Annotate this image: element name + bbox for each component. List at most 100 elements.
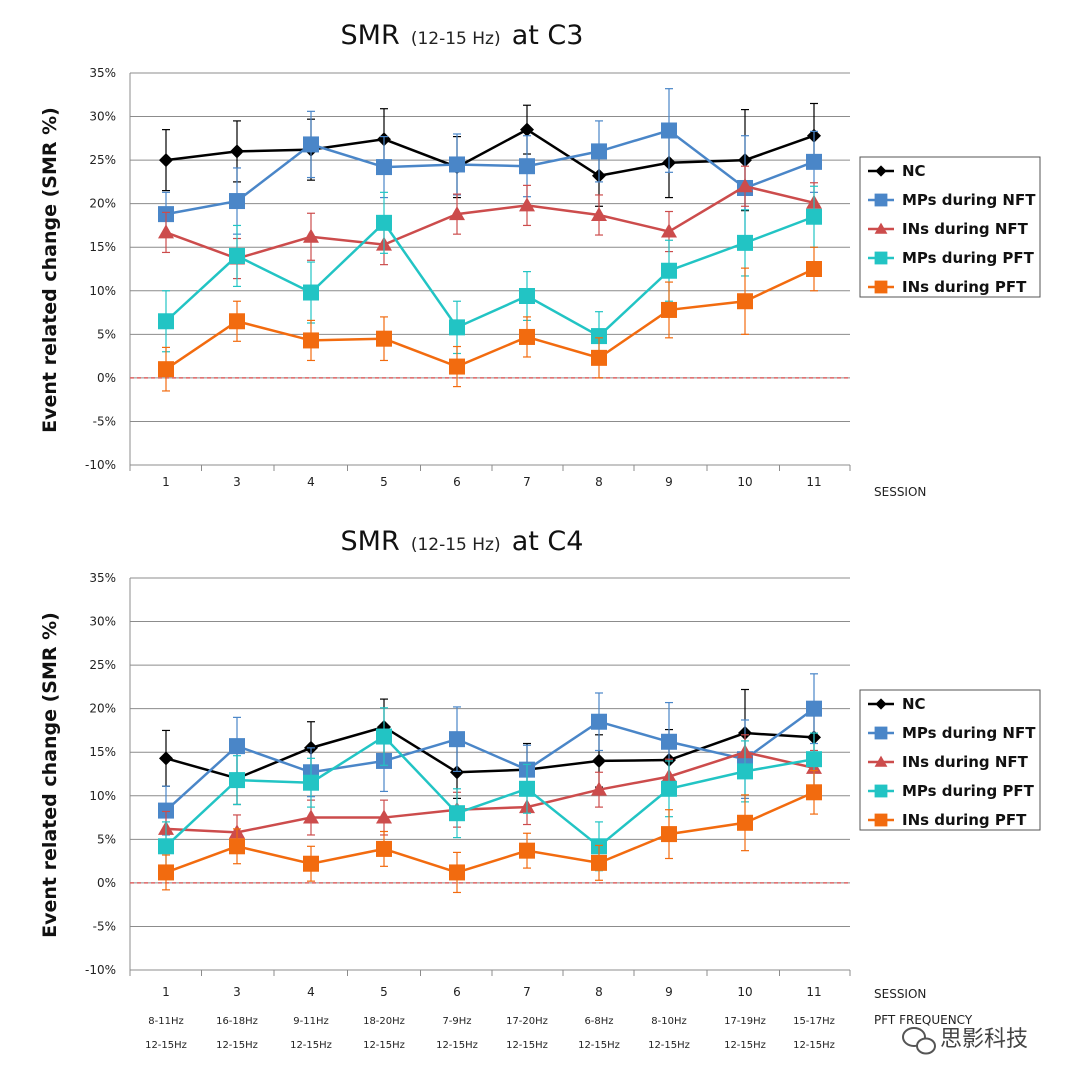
- data-point-square: [591, 328, 607, 345]
- chart-title: SMR (12-15 Hz) at C4: [341, 526, 584, 557]
- pft-frequency-value: 6-8Hz: [584, 1016, 613, 1027]
- nft-frequency-value: 12-15Hz: [216, 1040, 258, 1051]
- pft-frequency-value: 17-20Hz: [506, 1016, 548, 1027]
- data-point-square: [519, 780, 535, 797]
- legend-label: NC: [902, 162, 926, 180]
- x-tick-label: 7: [523, 985, 531, 999]
- x-tick-label: 3: [233, 985, 241, 999]
- data-point-square: [661, 826, 677, 843]
- data-point-square: [806, 153, 822, 170]
- legend-label: INs during NFT: [902, 753, 1029, 771]
- data-point-square: [158, 838, 174, 855]
- x-tick-label: 8: [595, 475, 603, 489]
- data-point-square: [229, 193, 245, 210]
- data-point-square: [376, 159, 392, 176]
- legend-label: NC: [902, 695, 926, 713]
- chart-c3: SMR (12-15 Hz) at C3 -10% -5% 0% 5% 10% 15% 20…: [39, 20, 1041, 499]
- pft-frequency-value: 9-11Hz: [293, 1016, 328, 1027]
- data-point-square: [806, 784, 822, 801]
- nft-frequency-value: 12-15Hz: [363, 1040, 405, 1051]
- x-axis-label: SESSION: [874, 485, 926, 499]
- plot-area: -10% -5% 0% 5% 10% 15% 20% 25% 30% 35% 1 3 4 5 6 7 8 9 10 1…: [85, 571, 851, 999]
- data-point-square: [806, 208, 822, 225]
- series-line: [165, 184, 815, 260]
- nft-frequency-value: 12-15Hz: [793, 1040, 835, 1051]
- data-point-square: [158, 313, 174, 330]
- x-axis-label: SESSION: [874, 987, 926, 1001]
- series-line: [165, 129, 815, 216]
- data-point-triangle: [661, 223, 677, 238]
- chart-c4: SMR (12-15 Hz) at C4 -10% -5% 0% 5% 10% 15% 20…: [39, 526, 1041, 1051]
- data-point-diamond: [159, 751, 173, 766]
- chart-title: SMR (12-15 Hz) at C3: [341, 20, 584, 51]
- nft-frequency-value: 12-15Hz: [648, 1040, 690, 1051]
- legend-label: INs during NFT: [902, 220, 1029, 238]
- data-point-square: [303, 855, 319, 872]
- frequency-rows: 8-11Hz 16-18Hz 9-11Hz 18-20Hz 7-9Hz 17-20Hz 6-…: [145, 1016, 835, 1051]
- series-ins-during-pft: [158, 769, 822, 894]
- data-point-triangle: [591, 781, 607, 796]
- data-point-square: [303, 136, 319, 153]
- series-line: [165, 725, 815, 780]
- data-point-diamond: [875, 698, 887, 710]
- y-axis-label: Event related change (SMR %): [39, 107, 61, 433]
- data-point-square: [376, 214, 392, 231]
- data-point-square: [591, 143, 607, 160]
- data-point-square: [661, 733, 677, 750]
- x-tick-label: 3: [233, 475, 241, 489]
- x-tick-label: 9: [665, 985, 673, 999]
- series-line: [165, 215, 815, 338]
- data-point-square: [737, 293, 753, 310]
- data-point-square: [519, 328, 535, 345]
- series-line: [165, 267, 815, 371]
- nft-frequency-value: 12-15Hz: [436, 1040, 478, 1051]
- y-tick-label: 25%: [89, 153, 116, 167]
- x-tick-label: 5: [380, 475, 388, 489]
- y-tick-label: -10%: [85, 963, 116, 977]
- series-mps-during-nft: [158, 673, 822, 836]
- series-line: [165, 128, 815, 178]
- data-point-triangle: [158, 224, 174, 239]
- x-tick-label: 6: [453, 475, 461, 489]
- data-point-square: [661, 262, 677, 279]
- legend-box: [859, 156, 1041, 298]
- x-tick-label: 8: [595, 985, 603, 999]
- data-point-square: [229, 738, 245, 755]
- pft-frequency-label: PFT FREQUENCY: [874, 1013, 973, 1027]
- data-point-square: [303, 332, 319, 349]
- y-tick-label: -5%: [93, 414, 116, 428]
- data-point-square: [519, 842, 535, 859]
- pft-frequency-value: 15-17Hz: [793, 1016, 835, 1027]
- data-point-square: [661, 122, 677, 139]
- x-tick-label: 4: [307, 985, 315, 999]
- y-tick-label: 0%: [97, 371, 116, 385]
- data-point-square: [449, 731, 465, 748]
- data-point-square: [806, 700, 822, 717]
- y-tick-label: 20%: [89, 702, 116, 716]
- y-tick-label: 10%: [89, 789, 116, 803]
- data-point-square: [449, 156, 465, 173]
- x-tick-label: 1: [162, 985, 170, 999]
- data-point-diamond: [875, 165, 887, 177]
- wechat-icon: [902, 1027, 936, 1055]
- nft-frequency-value: 12-15Hz: [506, 1040, 548, 1051]
- data-point-diamond: [592, 753, 606, 768]
- data-point-square: [449, 864, 465, 881]
- data-point-square: [874, 726, 888, 740]
- legend-label: MPs during PFT: [902, 249, 1035, 267]
- y-tick-label: 30%: [89, 615, 116, 629]
- data-point-square: [519, 158, 535, 175]
- pft-frequency-value: 18-20Hz: [363, 1016, 405, 1027]
- data-point-square: [376, 330, 392, 347]
- data-point-square: [806, 261, 822, 277]
- data-point-square: [874, 784, 888, 798]
- x-tick-label: 11: [806, 985, 821, 999]
- y-tick-label: 35%: [89, 66, 116, 80]
- data-point-square: [229, 772, 245, 789]
- x-tick-label: 5: [380, 985, 388, 999]
- y-tick-label: 30%: [89, 110, 116, 124]
- data-point-square: [591, 349, 607, 366]
- data-point-square: [519, 288, 535, 305]
- series-line: [165, 734, 815, 848]
- data-point-square: [661, 301, 677, 318]
